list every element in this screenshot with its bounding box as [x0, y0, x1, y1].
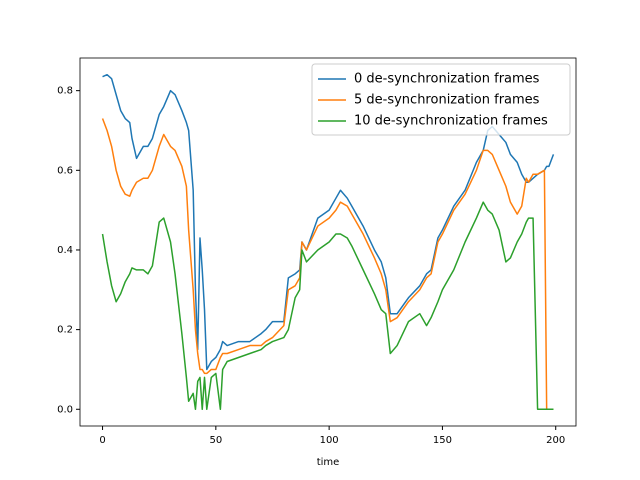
- legend-label: 5 de-synchronization frames: [354, 93, 540, 108]
- y-tick-label: 0.0: [57, 404, 73, 415]
- legend-label: 0 de-synchronization frames: [354, 72, 540, 87]
- x-tick-label: 100: [320, 435, 339, 446]
- y-tick-label: 0.4: [57, 245, 73, 256]
- legend-label: 10 de-synchronization frames: [354, 114, 548, 129]
- plot-frame: [79, 57, 577, 427]
- legend: 0 de-synchronization frames 5 de-synchron…: [311, 63, 571, 136]
- legend-box: [311, 63, 571, 136]
- x-tick-label: 200: [546, 435, 565, 446]
- y-tick-label: 0.2: [57, 325, 73, 336]
- data-line: [101, 201, 554, 411]
- data-line: [101, 118, 554, 411]
- x-tick-label: 0: [99, 435, 105, 446]
- x-tick-label: 150: [433, 435, 452, 446]
- y-tick-label: 0.8: [57, 86, 73, 97]
- x-axis-label: time: [317, 457, 340, 468]
- x-tick-label: 50: [209, 435, 222, 446]
- y-tick-label: 0.6: [57, 165, 73, 176]
